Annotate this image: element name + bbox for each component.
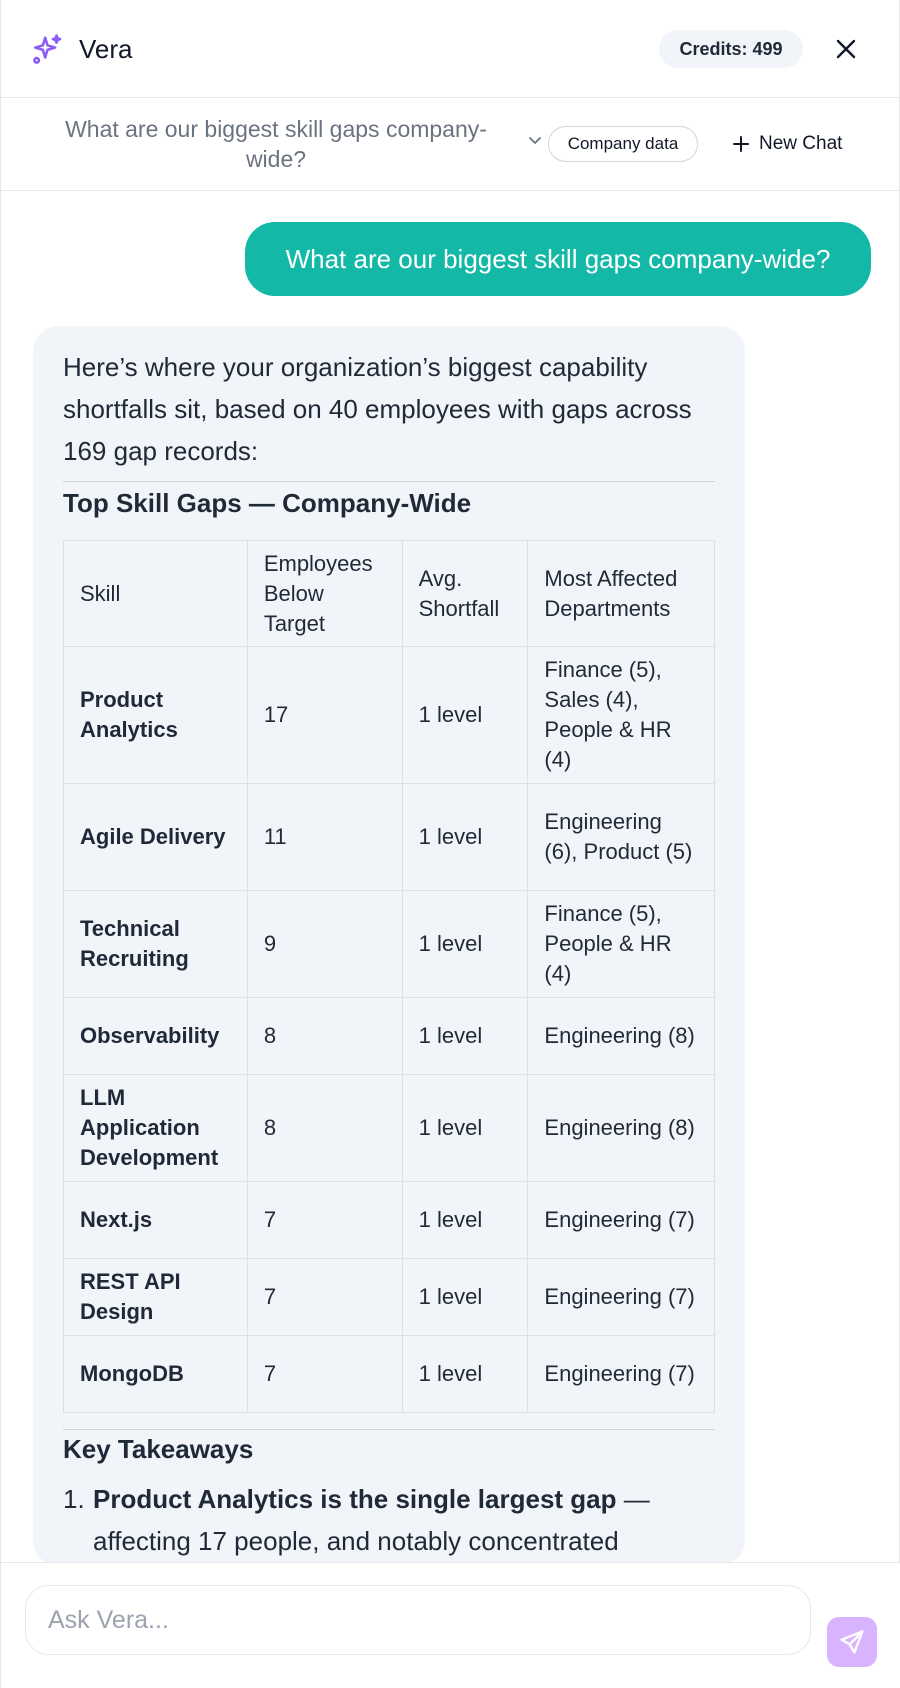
- close-button[interactable]: [827, 30, 865, 68]
- table-row: Next.js 7 1 level Engineering (7): [63, 1181, 715, 1259]
- app-name: Vera: [79, 33, 133, 64]
- sparkles-icon: [33, 34, 62, 64]
- shortfall-cell: 1 level: [401, 890, 529, 998]
- employees-cell: 7: [246, 1335, 403, 1413]
- table-row: REST API Design 7 1 level Engineering (7…: [63, 1258, 715, 1336]
- send-button[interactable]: [827, 1617, 877, 1667]
- table-row: Product Analytics 17 1 level Finance (5)…: [63, 646, 715, 784]
- skill-cell: REST API Design: [63, 1258, 248, 1336]
- assistant-intro: Here’s where your organization’s biggest…: [63, 352, 692, 466]
- employees-cell: 8: [246, 997, 403, 1075]
- takeaway-text: Product Analytics is the single largest …: [93, 1478, 713, 1562]
- takeaway-bold: Product Analytics is the single largest …: [93, 1484, 617, 1514]
- skill-cell: Agile Delivery: [63, 783, 248, 891]
- header: Vera Credits: 499: [1, 0, 900, 98]
- shortfall-cell: 1 level: [401, 1335, 529, 1413]
- credits-badge: Credits: 499: [659, 30, 803, 68]
- new-chat-label: New Chat: [759, 133, 843, 154]
- table-row: Technical Recruiting 9 1 level Finance (…: [63, 890, 715, 998]
- shortfall-cell: 1 level: [401, 646, 529, 784]
- column-header: Most Affected Departments: [527, 540, 715, 647]
- shortfall-cell: 1 level: [401, 1074, 529, 1182]
- employees-cell: 9: [246, 890, 403, 998]
- list-item: 1. Product Analytics is the single large…: [63, 1478, 713, 1562]
- user-message: What are our biggest skill gaps company-…: [245, 222, 871, 296]
- table-header-row: Skill Employees Below Target Avg. Shortf…: [63, 540, 715, 647]
- departments-cell: Finance (5), Sales (4), People & HR (4): [527, 646, 715, 784]
- skill-gaps-table: Skill Employees Below Target Avg. Shortf…: [63, 540, 715, 1413]
- shortfall-cell: 1 level: [401, 997, 529, 1075]
- table-row: LLM Application Development 8 1 level En…: [63, 1074, 715, 1182]
- table-row: Observability 8 1 level Engineering (8): [63, 997, 715, 1075]
- send-icon: [840, 1630, 864, 1654]
- new-chat-button[interactable]: New Chat: [731, 126, 842, 162]
- assistant-message: Here’s where your organization’s biggest…: [33, 326, 745, 1566]
- departments-cell: Engineering (7): [527, 1181, 715, 1259]
- employees-cell: 11: [246, 783, 403, 891]
- chevron-down-icon[interactable]: [525, 130, 545, 150]
- skill-cell: Next.js: [63, 1181, 248, 1259]
- shortfall-cell: 1 level: [401, 1181, 529, 1259]
- table-title: Top Skill Gaps — Company-Wide: [63, 488, 472, 518]
- plus-icon: [733, 136, 749, 152]
- departments-cell: Engineering (7): [527, 1258, 715, 1336]
- skill-cell: Technical Recruiting: [63, 890, 248, 998]
- ask-input[interactable]: [25, 1585, 811, 1655]
- column-header: Avg. Shortfall: [401, 540, 529, 647]
- divider: [63, 1429, 715, 1430]
- composer: [1, 1562, 900, 1688]
- departments-cell: Engineering (7): [527, 1335, 715, 1413]
- brand: Vera: [31, 30, 133, 68]
- data-source-pill[interactable]: Company data: [548, 126, 698, 162]
- column-header: Skill: [63, 540, 248, 647]
- column-header: Employees Below Target: [246, 540, 403, 647]
- employees-cell: 8: [246, 1074, 403, 1182]
- departments-cell: Engineering (8): [527, 1074, 715, 1182]
- table-row: MongoDB 7 1 level Engineering (7): [63, 1335, 715, 1413]
- employees-cell: 7: [246, 1258, 403, 1336]
- list-number: 1.: [63, 1484, 85, 1514]
- skill-cell: Product Analytics: [63, 646, 248, 784]
- divider: [63, 481, 715, 482]
- shortfall-cell: 1 level: [401, 1258, 529, 1336]
- close-icon: [836, 39, 856, 59]
- employees-cell: 7: [246, 1181, 403, 1259]
- conversation-title[interactable]: What are our biggest skill gaps company-…: [65, 116, 487, 172]
- takeaway-rest: — affecting 17 people, and notably conce…: [93, 1484, 650, 1556]
- departments-cell: Engineering (8): [527, 997, 715, 1075]
- departments-cell: Engineering (6), Product (5): [527, 783, 715, 891]
- takeaways-title: Key Takeaways: [63, 1434, 254, 1464]
- conversation-bar: What are our biggest skill gaps company-…: [1, 98, 900, 191]
- employees-cell: 17: [246, 646, 403, 784]
- skill-cell: LLM Application Development: [63, 1074, 248, 1182]
- departments-cell: Finance (5), People & HR (4): [527, 890, 715, 998]
- table-row: Agile Delivery 11 1 level Engineering (6…: [63, 783, 715, 891]
- shortfall-cell: 1 level: [401, 783, 529, 891]
- skill-cell: Observability: [63, 997, 248, 1075]
- skill-cell: MongoDB: [63, 1335, 248, 1413]
